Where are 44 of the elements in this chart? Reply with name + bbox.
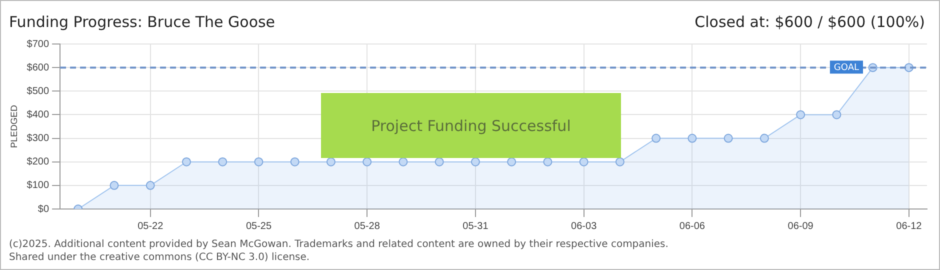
x-tick-label: 05-22	[138, 220, 164, 232]
y-tick-label: $200	[26, 156, 50, 168]
y-tick-label: $500	[26, 86, 50, 97]
ref-line-label: GOAL	[834, 62, 860, 73]
point	[615, 157, 624, 166]
x-tick-label: 05-25	[246, 220, 272, 232]
y-tick-label: $0	[38, 204, 50, 215]
point	[579, 157, 588, 166]
point	[110, 180, 119, 190]
x-tick-label: 06-06	[679, 220, 706, 232]
point	[362, 157, 372, 166]
point	[470, 157, 480, 166]
x-tick-label: 05-31	[462, 220, 489, 232]
point	[724, 134, 733, 143]
y-axis-title: PLEDGED	[8, 104, 19, 148]
x-tick-label: 06-12	[896, 220, 922, 232]
chart-title: Funding Progress: Bruce The Goose	[9, 13, 276, 31]
y-tick-label: $100	[26, 180, 50, 192]
point	[760, 134, 769, 143]
x-tick-label: 05-28	[354, 220, 380, 232]
banner: Project Funding Successful	[321, 93, 621, 158]
y-tick-label: $700	[26, 38, 50, 50]
point	[652, 134, 661, 143]
point	[146, 180, 155, 190]
point	[398, 157, 408, 166]
point	[254, 157, 264, 166]
point	[290, 157, 300, 166]
text: (c)2025. Additional content provided by Sean McGowan. Trademarks and related content are owned by their respective companies.	[9, 239, 668, 250]
y-tick-label: $300	[26, 133, 50, 144]
x-tick-label: 06-03	[571, 220, 598, 232]
x-tick-label: 06-09	[788, 220, 814, 232]
point	[434, 157, 444, 166]
chart-subtitle: Closed at: $600 / $600 (100%)	[694, 13, 925, 31]
point	[688, 134, 697, 143]
point	[543, 157, 552, 166]
point	[796, 110, 806, 120]
text: Shared under the creative commons (CC BY-NC 3.0) license.	[9, 252, 310, 263]
point	[218, 157, 228, 166]
y-tick-label: $400	[26, 109, 50, 120]
point	[182, 157, 191, 166]
point	[507, 157, 516, 166]
y-tick-label: $600	[26, 62, 50, 74]
point	[832, 110, 842, 120]
point	[326, 157, 336, 166]
